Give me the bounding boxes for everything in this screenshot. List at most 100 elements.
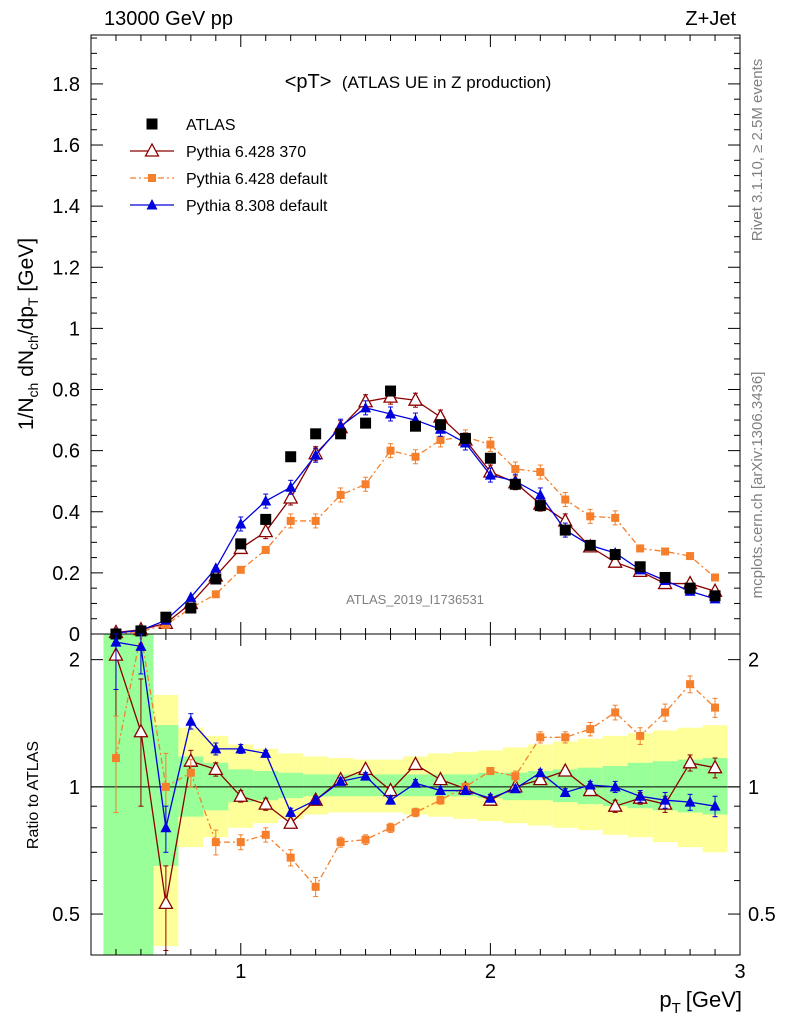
ratio-point-pythia-8-308-default bbox=[534, 766, 546, 778]
point-pythia-6-428-default bbox=[661, 547, 670, 556]
ratio-point-pythia-8-308-default bbox=[285, 806, 297, 817]
x-label-main: p bbox=[659, 987, 671, 1012]
point-pythia-6-428-370 bbox=[283, 489, 299, 504]
legend-marker-pythia-6-428-370 bbox=[144, 142, 160, 157]
ratio-point-pythia-6-428-default bbox=[661, 708, 670, 717]
legend-label-pythia-8-308-default: Pythia 8.308 default bbox=[186, 198, 328, 215]
ratio-point-pythia-6-428-default bbox=[686, 680, 695, 689]
ratio-point-pythia-6-428-default bbox=[311, 882, 320, 891]
point-atlas bbox=[210, 573, 222, 585]
ratio-point-pythia-6-428-370 bbox=[158, 894, 174, 910]
point-pythia-6-428-default bbox=[586, 512, 595, 521]
ratio-point-pythia-8-308-default bbox=[135, 640, 147, 651]
main-series-layer bbox=[108, 385, 723, 640]
ratio-point-pythia-8-308-default bbox=[410, 777, 421, 788]
plot-title-main: <pT> bbox=[285, 71, 332, 93]
ratio-point-pythia-8-308-default bbox=[709, 800, 721, 811]
point-atlas bbox=[260, 513, 272, 525]
ratio-point-pythia-8-308-default bbox=[584, 779, 596, 790]
ratio-y-tick-label-right: 1 bbox=[748, 777, 759, 799]
legend-marker-atlas bbox=[146, 118, 158, 130]
y-tick-label: 1.8 bbox=[52, 74, 80, 96]
plot-title: <pT> (ATLAS UE in Z production) bbox=[285, 71, 552, 93]
y-tick-label: 0 bbox=[69, 624, 80, 646]
point-pythia-8-308-default bbox=[360, 401, 372, 413]
ratio-point-pythia-6-428-default bbox=[286, 853, 295, 862]
point-pythia-6-428-default bbox=[536, 468, 545, 477]
ratio-point-pythia-6-428-370 bbox=[133, 723, 149, 738]
y-tick-label: 1.4 bbox=[52, 196, 80, 218]
ratio-y-tick-label-right: 0.5 bbox=[748, 904, 776, 926]
ratio-point-pythia-8-308-default bbox=[235, 742, 247, 754]
ratio-point-pythia-6-428-370 bbox=[208, 760, 224, 776]
ratio-point-pythia-6-428-default bbox=[211, 838, 220, 847]
y-label-part: [GeV] bbox=[15, 238, 38, 298]
y-label-part: 1/N bbox=[15, 397, 38, 430]
green-band-bin bbox=[278, 772, 304, 799]
ratio-point-pythia-6-428-default bbox=[436, 796, 445, 805]
point-atlas bbox=[135, 625, 147, 637]
point-pythia-6-428-default bbox=[311, 516, 320, 525]
point-pythia-8-308-default bbox=[310, 449, 322, 460]
point-atlas bbox=[410, 420, 421, 432]
plot-title-sub: (ATLAS UE in Z production) bbox=[342, 73, 551, 92]
point-atlas bbox=[634, 561, 646, 573]
point-pythia-8-308-default bbox=[385, 407, 397, 419]
point-pythia-6-428-default bbox=[361, 480, 370, 489]
y-label-sub: ch bbox=[25, 383, 41, 398]
ratio-axis-label: Ratio to ATLAS bbox=[25, 741, 42, 849]
y-tick-label: 0.6 bbox=[52, 441, 80, 463]
ratio-point-pythia-8-308-default bbox=[634, 790, 646, 801]
x-label-sub: T bbox=[672, 1000, 681, 1017]
ratio-point-pythia-8-308-default bbox=[310, 794, 322, 805]
point-pythia-6-428-default bbox=[336, 490, 345, 499]
point-atlas bbox=[335, 428, 347, 440]
point-pythia-8-308-default bbox=[260, 495, 272, 506]
ratio-point-pythia-8-308-default bbox=[260, 747, 272, 758]
ratio-point-pythia-8-308-default bbox=[609, 780, 621, 792]
point-pythia-6-428-default bbox=[436, 435, 445, 444]
legend-label-pythia-6-428-370: Pythia 6.428 370 bbox=[186, 144, 306, 161]
ratio-point-pythia-6-428-default bbox=[711, 703, 720, 712]
point-pythia-6-428-default bbox=[486, 440, 495, 449]
ratio-point-pythia-6-428-370 bbox=[682, 754, 698, 769]
x-label-unit: [GeV] bbox=[686, 987, 742, 1012]
point-atlas bbox=[160, 611, 172, 623]
point-pythia-6-428-default bbox=[386, 446, 395, 455]
ratio-point-pythia-6-428-default bbox=[561, 733, 570, 742]
point-atlas bbox=[434, 419, 446, 431]
ratio-point-pythia-8-308-default bbox=[459, 784, 471, 796]
ratio-point-pythia-6-428-370 bbox=[283, 814, 299, 829]
ratio-point-pythia-8-308-default bbox=[559, 786, 571, 797]
point-atlas bbox=[385, 385, 397, 397]
ratio-point-pythia-6-428-370 bbox=[707, 759, 723, 774]
point-atlas bbox=[235, 538, 247, 550]
point-pythia-6-428-default bbox=[511, 464, 520, 473]
y-tick-label: 0.4 bbox=[52, 502, 80, 524]
ratio-point-pythia-6-428-default bbox=[511, 772, 520, 781]
point-pythia-6-428-default bbox=[236, 565, 245, 574]
ratio-point-pythia-6-428-default bbox=[236, 838, 245, 847]
analysis-watermark: ATLAS_2019_I1736531 bbox=[346, 592, 484, 607]
x-axis-label: pT [GeV] bbox=[659, 987, 742, 1017]
ratio-point-pythia-6-428-default bbox=[611, 708, 620, 717]
ratio-point-pythia-6-428-default bbox=[111, 754, 120, 763]
ratio-point-pythia-8-308-default bbox=[484, 792, 496, 803]
ratio-point-pythia-6-428-default bbox=[586, 725, 595, 734]
y-label-sub: ch bbox=[25, 335, 41, 350]
green-band-bin bbox=[303, 774, 329, 797]
legend-marker-pythia-8-308-default bbox=[146, 199, 158, 210]
y-tick-label: 0.8 bbox=[52, 380, 80, 402]
y-label-part: /dp bbox=[15, 306, 38, 335]
legend: ATLAS Pythia 6.428 370 Pythia 6.428 defaul… bbox=[130, 117, 328, 215]
ratio-point-pythia-8-308-default bbox=[185, 715, 197, 726]
ratio-point-pythia-6-428-default bbox=[536, 733, 545, 742]
ratio-point-pythia-8-308-default bbox=[434, 784, 446, 796]
point-pythia-8-308-default bbox=[285, 481, 297, 492]
ratio-point-pythia-8-308-default bbox=[210, 742, 222, 754]
header-right: Z+Jet bbox=[685, 8, 736, 30]
ratio-point-pythia-6-428-370 bbox=[532, 771, 548, 786]
y-label-part: dN bbox=[15, 350, 38, 383]
mcplots-label: mcplots.cern.ch [arXiv:1306.3436] bbox=[749, 372, 766, 599]
point-atlas bbox=[584, 539, 596, 551]
